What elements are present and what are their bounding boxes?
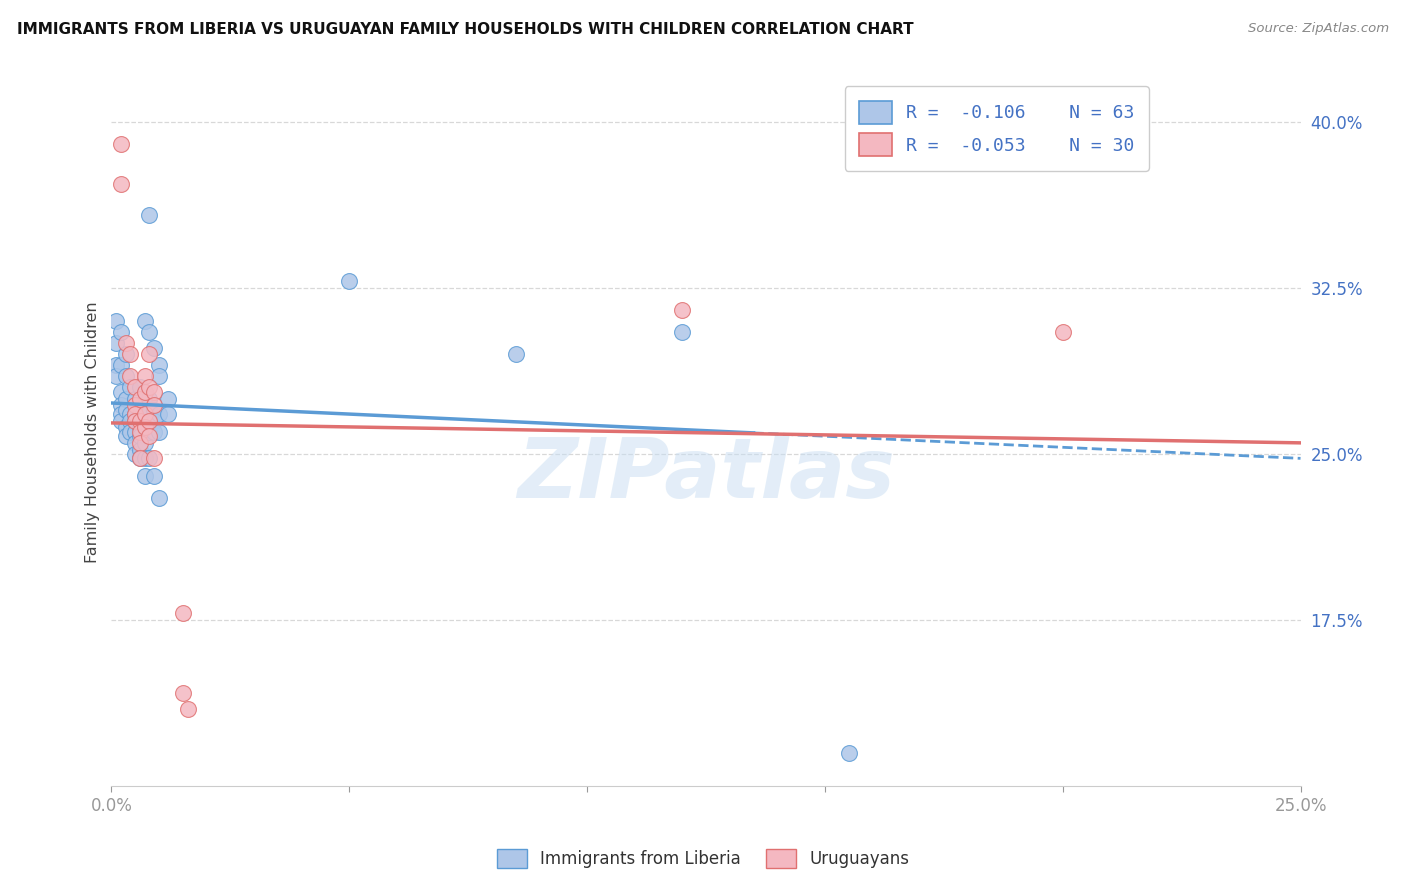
- Point: [143, 398, 166, 412]
- Point: [143, 469, 166, 483]
- Point: [120, 414, 142, 428]
- Point: [110, 384, 132, 399]
- Point: [129, 435, 152, 450]
- Point: [138, 414, 160, 428]
- Point: [114, 392, 136, 406]
- Point: [838, 746, 860, 760]
- Point: [138, 325, 160, 339]
- Point: [129, 451, 152, 466]
- Point: [120, 407, 142, 421]
- Point: [148, 407, 170, 421]
- Point: [143, 425, 166, 439]
- Point: [148, 359, 170, 373]
- Point: [124, 407, 146, 421]
- Legend: Immigrants from Liberia, Uruguayans: Immigrants from Liberia, Uruguayans: [491, 843, 915, 875]
- Point: [129, 414, 152, 428]
- Point: [129, 420, 152, 434]
- Point: [143, 402, 166, 417]
- Point: [129, 429, 152, 443]
- Point: [114, 336, 136, 351]
- Point: [105, 336, 128, 351]
- Point: [134, 407, 156, 421]
- Point: [157, 407, 180, 421]
- Point: [134, 384, 156, 399]
- Point: [114, 347, 136, 361]
- Point: [671, 303, 693, 318]
- Point: [105, 369, 128, 384]
- Point: [110, 136, 132, 151]
- Point: [138, 402, 160, 417]
- Point: [129, 380, 152, 394]
- Point: [138, 208, 160, 222]
- Point: [134, 451, 156, 466]
- Point: [143, 414, 166, 428]
- Point: [143, 451, 166, 466]
- Point: [138, 429, 160, 443]
- Point: [134, 435, 156, 450]
- Point: [143, 341, 166, 355]
- Point: [110, 177, 132, 191]
- Point: [129, 451, 152, 466]
- Point: [176, 701, 198, 715]
- Point: [129, 442, 152, 457]
- Point: [129, 392, 152, 406]
- Point: [124, 407, 146, 421]
- Point: [138, 414, 160, 428]
- Text: Source: ZipAtlas.com: Source: ZipAtlas.com: [1249, 22, 1389, 36]
- Point: [110, 359, 132, 373]
- Point: [114, 420, 136, 434]
- Point: [120, 380, 142, 394]
- Point: [148, 369, 170, 384]
- Point: [105, 314, 128, 328]
- Point: [124, 447, 146, 461]
- Point: [138, 347, 160, 361]
- Point: [138, 451, 160, 466]
- Point: [157, 392, 180, 406]
- Point: [138, 380, 160, 394]
- Point: [134, 398, 156, 412]
- Point: [114, 369, 136, 384]
- Point: [134, 384, 156, 399]
- Point: [110, 414, 132, 428]
- Point: [114, 402, 136, 417]
- Point: [124, 414, 146, 428]
- Point: [337, 274, 360, 288]
- Point: [124, 392, 146, 406]
- Point: [120, 425, 142, 439]
- Point: [172, 607, 194, 621]
- Point: [134, 420, 156, 434]
- Point: [105, 359, 128, 373]
- Point: [110, 407, 132, 421]
- Legend: R =  -0.106    N = 63, R =  -0.053    N = 30: R = -0.106 N = 63, R = -0.053 N = 30: [845, 87, 1149, 170]
- Text: ZIPatlas: ZIPatlas: [517, 434, 894, 515]
- Point: [134, 420, 156, 434]
- Point: [1052, 325, 1074, 339]
- Point: [114, 429, 136, 443]
- Text: IMMIGRANTS FROM LIBERIA VS URUGUAYAN FAMILY HOUSEHOLDS WITH CHILDREN CORRELATION: IMMIGRANTS FROM LIBERIA VS URUGUAYAN FAM…: [17, 22, 914, 37]
- Point: [172, 686, 194, 700]
- Point: [124, 435, 146, 450]
- Point: [148, 491, 170, 506]
- Point: [671, 325, 693, 339]
- Point: [124, 425, 146, 439]
- Point: [129, 425, 152, 439]
- Point: [134, 469, 156, 483]
- Point: [138, 392, 160, 406]
- Point: [110, 325, 132, 339]
- Point: [148, 425, 170, 439]
- Point: [110, 398, 132, 412]
- Point: [134, 314, 156, 328]
- Point: [134, 407, 156, 421]
- Point: [129, 407, 152, 421]
- Point: [124, 398, 146, 412]
- Y-axis label: Family Households with Children: Family Households with Children: [86, 301, 100, 563]
- Point: [134, 369, 156, 384]
- Point: [138, 425, 160, 439]
- Point: [120, 347, 142, 361]
- Point: [124, 414, 146, 428]
- Point: [143, 384, 166, 399]
- Point: [505, 347, 527, 361]
- Point: [124, 380, 146, 394]
- Point: [120, 369, 142, 384]
